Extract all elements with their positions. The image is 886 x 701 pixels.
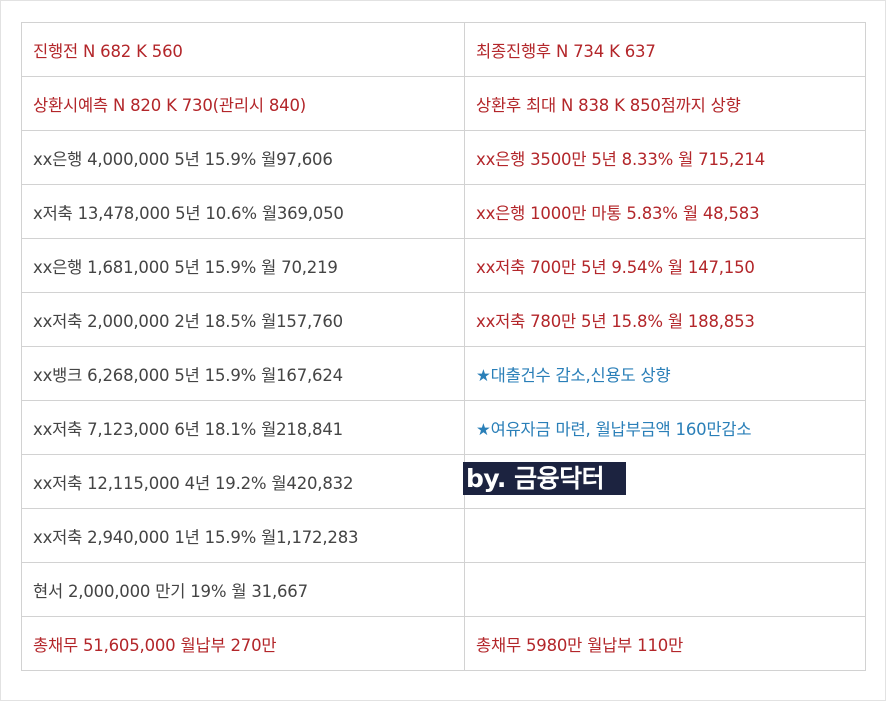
loan-after: xx저축 700만 5년 9.54% 월 147,150 xyxy=(464,238,866,293)
table-row: 총채무 51,605,000 월납부 270만 총채무 5980만 월납부 11… xyxy=(21,616,866,671)
after-credit-score: 최종진행후 N 734 K 637 xyxy=(464,22,866,77)
table-row: xx은행 4,000,000 5년 15.9% 월97,606 xx은행 350… xyxy=(21,130,866,185)
loan-before: xx뱅크 6,268,000 5년 15.9% 월167,624 xyxy=(21,346,465,401)
table-row: x저축 13,478,000 5년 10.6% 월369,050 xx은행 10… xyxy=(21,184,866,239)
table-row: 상환시예측 N 820 K 730(관리시 840) 상환후 최대 N 838 … xyxy=(21,76,866,131)
loan-before: x저축 13,478,000 5년 10.6% 월369,050 xyxy=(21,184,465,239)
total-debt-before: 총채무 51,605,000 월납부 270만 xyxy=(21,616,465,671)
loan-before: xx저축 7,123,000 6년 18.1% 월218,841 xyxy=(21,400,465,455)
table-row: xx저축 7,123,000 6년 18.1% 월218,841 ★여유자금 마… xyxy=(21,400,866,455)
loan-before: xx저축 12,115,000 4년 19.2% 월420,832 xyxy=(21,454,465,509)
loan-before: xx저축 2,940,000 1년 15.9% 월1,172,283 xyxy=(21,508,465,563)
table-row: xx저축 12,115,000 4년 19.2% 월420,832 xyxy=(21,454,866,509)
table-row: xx은행 1,681,000 5년 15.9% 월 70,219 xx저축 70… xyxy=(21,238,866,293)
loan-after: xx은행 1000만 마통 5.83% 월 48,583 xyxy=(464,184,866,239)
table-row: 진행전 N 682 K 560 최종진행후 N 734 K 637 xyxy=(21,22,866,77)
empty-cell xyxy=(464,508,866,563)
loan-before: xx은행 4,000,000 5년 15.9% 월97,606 xyxy=(21,130,465,185)
table-row: 현서 2,000,000 만기 19% 월 31,667 xyxy=(21,562,866,617)
loan-after: xx저축 780만 5년 15.8% 월 188,853 xyxy=(464,292,866,347)
loan-before: xx저축 2,000,000 2년 18.5% 월157,760 xyxy=(21,292,465,347)
table-row: xx저축 2,940,000 1년 15.9% 월1,172,283 xyxy=(21,508,866,563)
table-row: xx뱅크 6,268,000 5년 15.9% 월167,624 ★대출건수 감… xyxy=(21,346,866,401)
max-score: 상환후 최대 N 838 K 850점까지 상향 xyxy=(464,76,866,131)
total-debt-after: 총채무 5980만 월납부 110만 xyxy=(464,616,866,671)
benefit-note: ★여유자금 마련, 월납부금액 160만감소 xyxy=(464,400,866,455)
before-credit-score: 진행전 N 682 K 560 xyxy=(21,22,465,77)
table-row: xx저축 2,000,000 2년 18.5% 월157,760 xx저축 78… xyxy=(21,292,866,347)
watermark-stamp: by. 금융닥터 xyxy=(463,462,626,495)
predicted-score: 상환시예측 N 820 K 730(관리시 840) xyxy=(21,76,465,131)
benefit-note: ★대출건수 감소,신용도 상향 xyxy=(464,346,866,401)
loan-before: 현서 2,000,000 만기 19% 월 31,667 xyxy=(21,562,465,617)
loan-after: xx은행 3500만 5년 8.33% 월 715,214 xyxy=(464,130,866,185)
empty-cell xyxy=(464,562,866,617)
loan-before: xx은행 1,681,000 5년 15.9% 월 70,219 xyxy=(21,238,465,293)
debt-comparison-table: 진행전 N 682 K 560 최종진행후 N 734 K 637 상환시예측 … xyxy=(21,22,866,671)
